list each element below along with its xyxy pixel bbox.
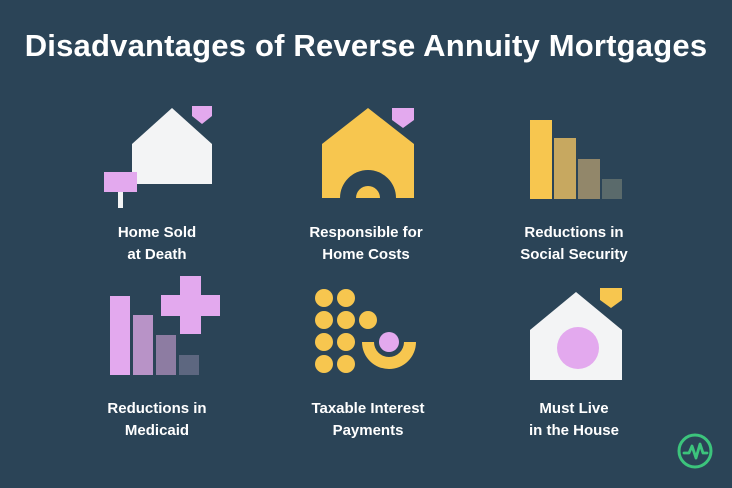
declining-bars-icon bbox=[530, 120, 622, 199]
house-circle-icon bbox=[530, 288, 622, 380]
label-medicaid: Reductions in Medicaid bbox=[107, 400, 207, 439]
label-home-sold: Home Sold at Death bbox=[117, 224, 197, 263]
house-arch-icon bbox=[322, 108, 414, 198]
label-home-costs: Responsible for Home Costs bbox=[309, 224, 423, 263]
page-title: Disadvantages of Reverse Annuity Mortgag… bbox=[24, 28, 708, 63]
bars-plus-icon bbox=[110, 276, 220, 375]
label-must-live: Must Live in the House bbox=[528, 400, 619, 439]
house-sign-icon bbox=[104, 106, 212, 208]
label-taxable-interest: Taxable Interest Payments bbox=[311, 400, 425, 439]
wallstreetmojo-logo-icon bbox=[677, 433, 713, 469]
coins-interest-icon bbox=[315, 289, 416, 373]
label-social-security: Reductions in Social Security bbox=[520, 224, 628, 263]
